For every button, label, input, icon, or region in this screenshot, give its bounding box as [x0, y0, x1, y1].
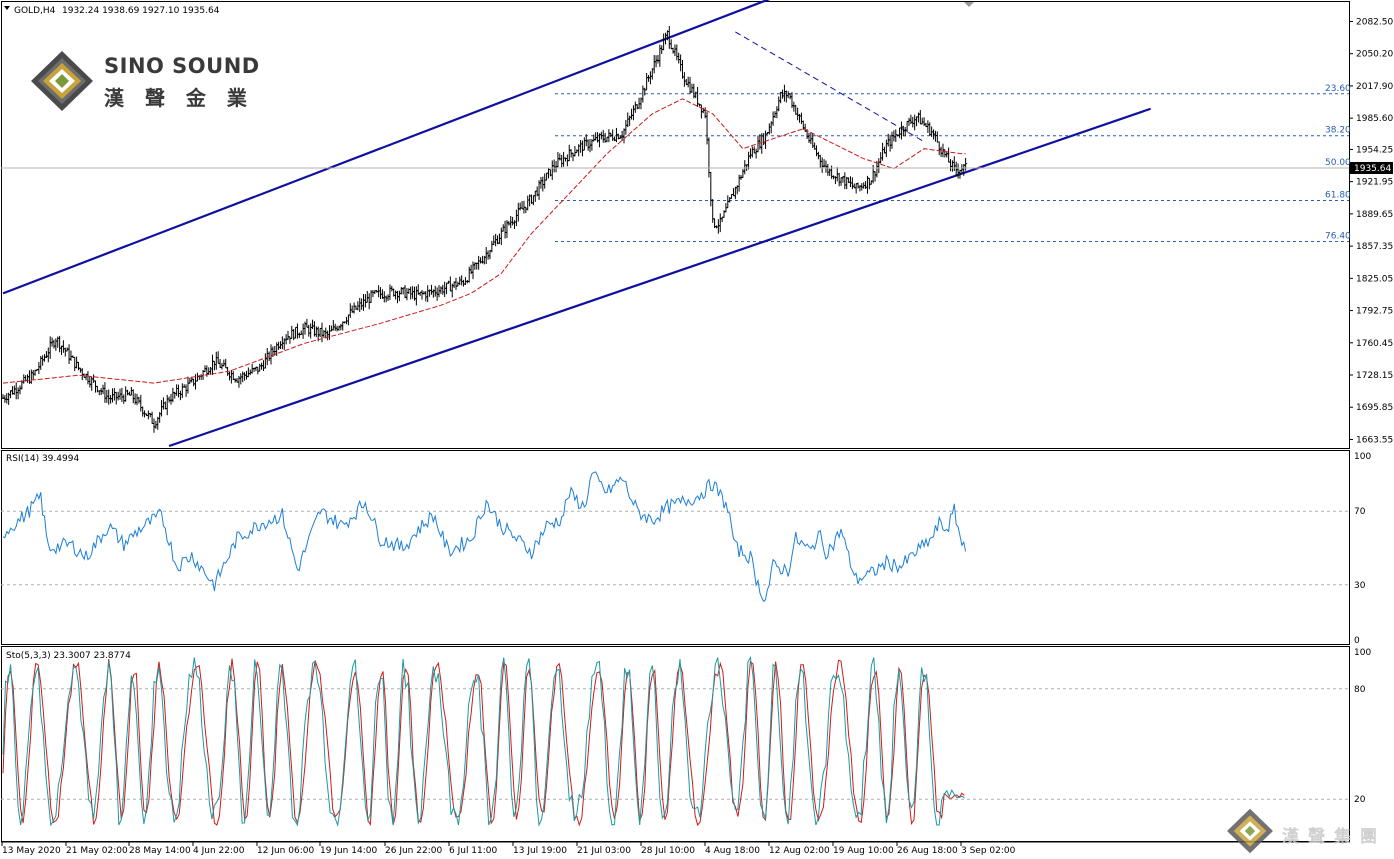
- dropdown-triangle-icon[interactable]: [4, 6, 10, 10]
- rsi-indicator: 100 70 30 0: [1, 452, 1371, 646]
- price-tick-label: 1889.65: [1356, 210, 1393, 220]
- time-tick-label: 12 Aug 02:00: [769, 846, 830, 856]
- upper-channel-line: [2, 0, 771, 295]
- stochastic-indicator: 100 80 20: [1, 648, 1371, 827]
- watermark-text-cn: 漢聲集團: [1282, 827, 1386, 847]
- price-tick-label: 1954.25: [1356, 145, 1393, 155]
- price-tick-label: 2050.20: [1356, 50, 1393, 60]
- time-tick-label: 21 May 02:00: [66, 846, 128, 856]
- sto-title: Sto(5,3,3) 23.3007 23.8774: [6, 651, 131, 661]
- price-tick-label: 1985.60: [1356, 114, 1393, 124]
- time-tick-label: 26 Aug 18:00: [897, 846, 958, 856]
- time-tick-label: 12 Jun 06:00: [257, 846, 314, 856]
- price-tick-label: 1921.95: [1356, 178, 1393, 188]
- moving-average-line: [2, 98, 966, 384]
- price-panel-frame: [1, 1, 1350, 449]
- descending-trend-line: [735, 31, 925, 143]
- rsi-line: [2, 471, 967, 603]
- rsi-tick-label: 70: [1354, 507, 1366, 517]
- sto-tick-label: 80: [1354, 685, 1366, 695]
- fib-level-label: 50.00: [1325, 158, 1351, 168]
- rsi-tick-label: 0: [1354, 636, 1360, 646]
- fib-level-label: 23.60: [1325, 84, 1351, 94]
- price-tick-label: 1760.45: [1356, 339, 1393, 349]
- watermark-logo-icon: [1227, 808, 1273, 854]
- time-tick-label: 3 Sep 02:00: [961, 846, 1016, 856]
- time-tick-label: 6 Jul 11:00: [449, 846, 498, 856]
- diamond-logo-icon: [31, 51, 93, 111]
- price-tick-label: 2082.50: [1356, 17, 1393, 27]
- price-tick-label: 1663.55: [1356, 435, 1393, 445]
- price-tick-label: 1728.15: [1356, 371, 1393, 381]
- price-tick-label: 1695.85: [1356, 403, 1393, 413]
- sto-signal-line: [2, 658, 965, 827]
- time-tick-label: 28 Jul 10:00: [641, 846, 695, 856]
- chart-shift-marker-icon[interactable]: [964, 2, 974, 7]
- time-tick-label: 13 May 2020: [2, 846, 61, 856]
- sto-tick-label: 100: [1354, 648, 1371, 658]
- sto-tick-label: 20: [1354, 795, 1366, 805]
- candlestick-series: [1, 25, 968, 433]
- current-price-label: 1935.64: [1354, 164, 1391, 174]
- time-tick-label: 28 May 14:00: [129, 846, 191, 856]
- rsi-panel-frame: [1, 450, 1350, 645]
- price-tick-label: 2017.90: [1356, 82, 1393, 92]
- time-tick-label: 13 Jul 19:00: [513, 846, 567, 856]
- price-tick-label: 1825.05: [1356, 274, 1393, 284]
- brand-name-cn: 漢 聲 金 業: [104, 86, 254, 110]
- rsi-title: RSI(14) 39.4994: [6, 454, 79, 464]
- price-tick-label: 1857.35: [1356, 242, 1393, 252]
- time-axis: 13 May 2020 21 May 02:00 28 May 14:00 4 Jun…: [1, 842, 1016, 856]
- chart-header-ohlc: 1932.24 1938.69 1927.10 1935.64: [62, 6, 220, 16]
- time-tick-label: 4 Jun 22:00: [193, 846, 245, 856]
- time-tick-label: 19 Aug 10:00: [833, 846, 894, 856]
- price-tick-label: 1792.75: [1356, 307, 1393, 317]
- rsi-tick-label: 100: [1354, 452, 1371, 462]
- lower-channel-line: [168, 107, 1151, 448]
- fib-level-label: 76.40: [1325, 231, 1351, 241]
- time-tick-label: 19 Jun 14:00: [320, 846, 377, 856]
- fib-level-label: 38.20: [1325, 126, 1351, 136]
- fibonacci-levels: 23.60 38.20 50.00 61.80 76.40: [555, 84, 1351, 242]
- sto-main-line: [2, 655, 965, 827]
- brand-logo: SINO SOUND 漢 聲 金 業: [30, 50, 260, 112]
- rsi-tick-label: 30: [1354, 581, 1366, 591]
- time-tick-label: 26 Jun 22:00: [385, 846, 442, 856]
- fib-level-label: 61.80: [1325, 191, 1351, 201]
- time-tick-label: 4 Aug 18:00: [705, 846, 760, 856]
- time-tick-label: 21 Jul 03:00: [577, 846, 631, 856]
- price-axis: 2082.50 2050.20 2017.90 1985.60 1954.25 1921.…: [1, 17, 1393, 445]
- current-price-badge: [1350, 161, 1393, 174]
- watermark: 漢聲集團: [1226, 808, 1394, 856]
- chart-header-symbol: GOLD,H4: [14, 6, 56, 16]
- moving-average-path: [2, 98, 966, 384]
- brand-name-en: SINO SOUND: [104, 54, 260, 78]
